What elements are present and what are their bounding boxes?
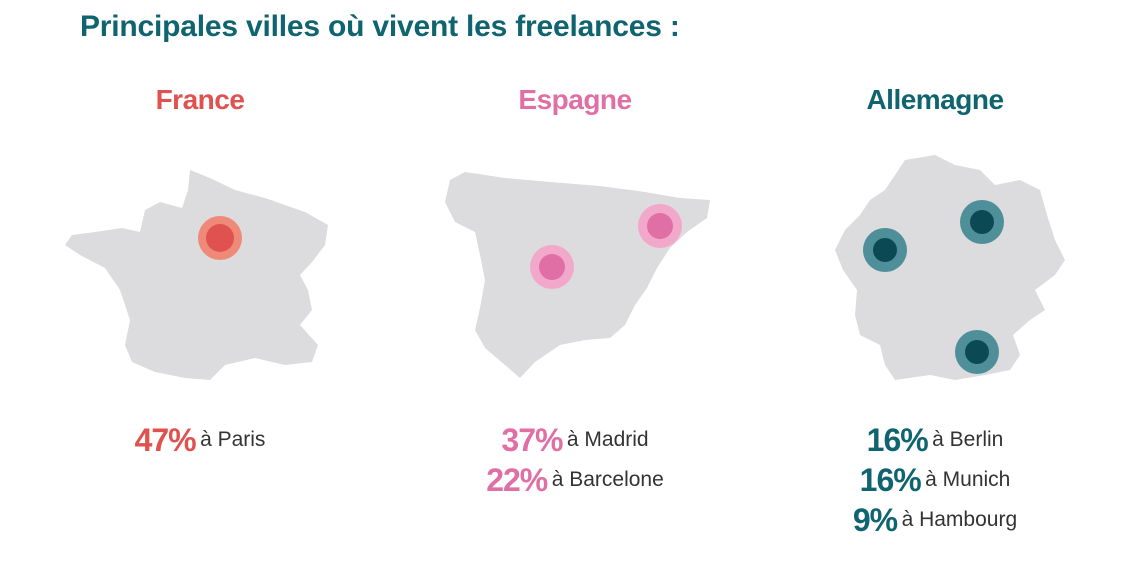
- stat-row: 9% à Hambourg: [770, 500, 1100, 540]
- stat-city: à Munich: [925, 468, 1011, 491]
- madrid-marker-dot: [539, 254, 565, 280]
- stat-percent: 47%: [134, 422, 197, 458]
- munich-marker-dot: [965, 340, 989, 364]
- berlin-marker-dot: [970, 210, 994, 234]
- country-france: France 47% à Paris: [35, 80, 365, 458]
- paris-marker-dot: [206, 224, 234, 252]
- stat-percent: 37%: [501, 422, 563, 458]
- stat-percent: 9%: [852, 502, 898, 538]
- country-spain: Espagne 37% à Madrid 22% à Barcelone: [410, 80, 740, 498]
- stat-percent: 16%: [859, 462, 922, 498]
- stats-germany: 16% à Berlin 16% à Munich 9% à Hambourg: [770, 420, 1100, 540]
- stat-row: 16% à Berlin: [770, 420, 1100, 460]
- france-shape: [65, 170, 328, 380]
- stat-percent: 22%: [486, 462, 548, 498]
- stats-spain: 37% à Madrid 22% à Barcelone: [410, 420, 740, 500]
- country-name-spain: Espagne: [518, 84, 632, 115]
- stat-row: 16% à Munich: [770, 460, 1100, 500]
- spain-map: [445, 172, 710, 378]
- spain-shape: [445, 172, 710, 378]
- germany-map: [835, 155, 1065, 380]
- country-name-france: France: [155, 84, 245, 115]
- country-germany: Allemagne 16% à Berlin 16% à Munich 9% à…: [770, 80, 1100, 538]
- stat-row: 22% à Barcelone: [410, 460, 740, 500]
- stat-city: à Barcelone: [551, 468, 664, 491]
- stat-city: à Paris: [200, 428, 266, 451]
- stat-city: à Hambourg: [901, 508, 1018, 531]
- hamburg-marker-dot: [873, 238, 897, 262]
- stat-row: 37% à Madrid: [410, 420, 740, 460]
- france-map: [65, 170, 328, 380]
- stat-row: 47% à Paris: [35, 420, 365, 460]
- stat-city: à Berlin: [932, 428, 1004, 451]
- stats-france: 47% à Paris: [35, 420, 365, 460]
- stat-percent: 16%: [866, 422, 929, 458]
- germany-shape: [835, 155, 1065, 380]
- page-title: Principales villes où vivent les freelan…: [80, 10, 680, 43]
- barcelona-marker-dot: [647, 213, 673, 239]
- country-name-germany: Allemagne: [866, 84, 1004, 115]
- stat-city: à Madrid: [566, 428, 649, 451]
